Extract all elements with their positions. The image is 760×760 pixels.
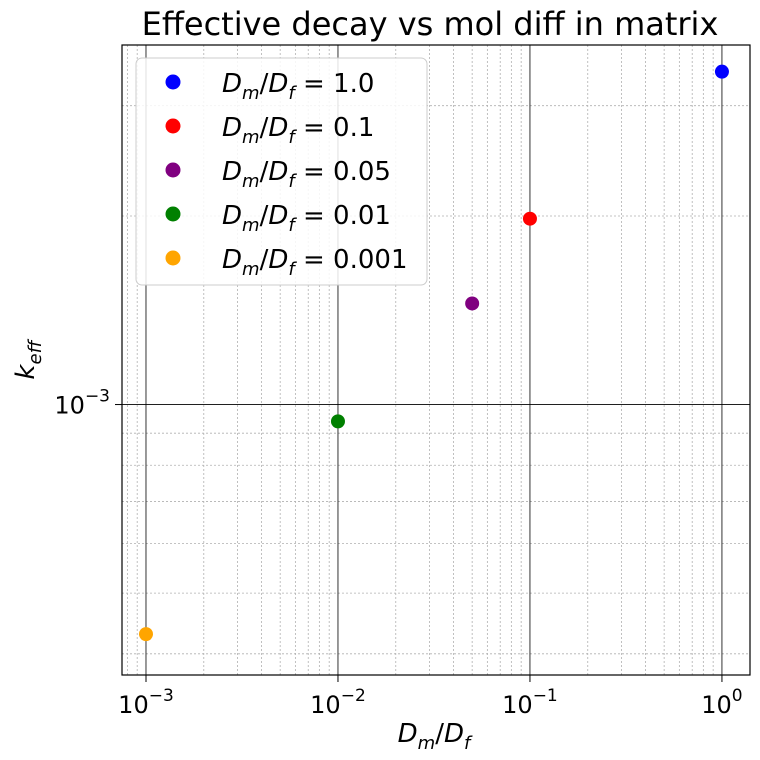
x-tick-label: 10−1 (502, 686, 558, 719)
plot-frame (121, 44, 751, 676)
legend-box (135, 57, 428, 286)
x-axis-label: Dm/Df (398, 719, 473, 754)
data-point (714, 64, 729, 79)
data-point (522, 211, 537, 226)
chart-title: Effective decay vs mol diff in matrix (142, 5, 719, 43)
x-tick-label: 100 (701, 686, 742, 719)
data-points (138, 64, 729, 642)
data-point (138, 627, 153, 642)
legend-label: Dm/Df = 1.0 (222, 69, 374, 104)
svg-text:Dm/Df: Dm/Df (398, 719, 473, 754)
x-tick-label: 10−2 (310, 686, 366, 719)
x-tick-label: 10−3 (118, 686, 174, 719)
legend-marker (165, 162, 181, 178)
legend-marker (165, 206, 181, 222)
legend-label: Dm/Df = 0.01 (222, 201, 391, 236)
svg-text:keff: keff (11, 338, 46, 379)
y-axis-label: keff (11, 338, 46, 379)
legend-marker (165, 74, 181, 90)
legend-label: Dm/Df = 0.05 (222, 157, 391, 192)
legend: Dm/Df = 1.0 Dm/Df = 0.1 Dm/Df = 0.05 Dm/Df … (135, 57, 428, 286)
legend-label: Dm/Df = 0.001 (222, 245, 407, 280)
data-point (465, 296, 480, 311)
legend-marker (165, 250, 181, 266)
data-point (330, 414, 345, 429)
tick-labels: 10−3 10−2 10−1 100 10−3 (54, 387, 742, 719)
legend-label: Dm/Df = 0.1 (222, 113, 374, 148)
legend-marker (165, 118, 181, 134)
y-tick-label: 10−3 (54, 387, 110, 420)
